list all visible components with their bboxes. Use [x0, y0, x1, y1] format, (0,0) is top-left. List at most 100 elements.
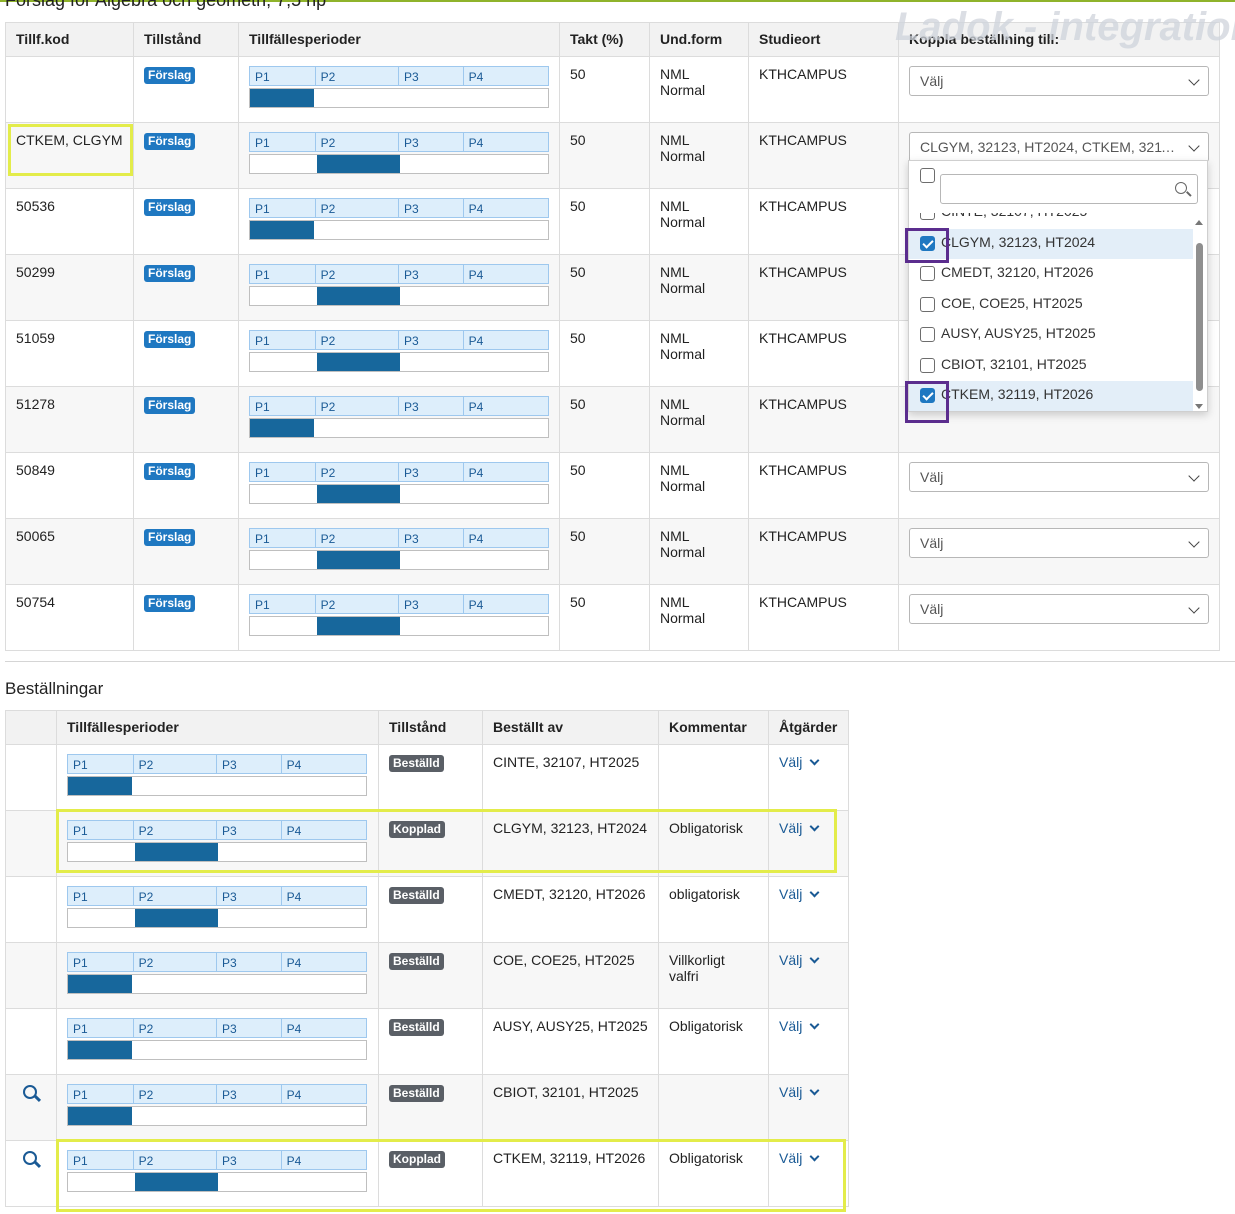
valj-label: Välj — [779, 820, 803, 836]
bestallt-av-cell: CINTE, 32107, HT2025 — [482, 744, 659, 811]
col-header-takt[interactable]: Takt (%) — [559, 22, 650, 57]
period-label-p2: P2 — [134, 1019, 217, 1037]
select-all-checkbox[interactable] — [920, 168, 935, 183]
valj-action-button[interactable]: Välj — [779, 952, 820, 968]
valj-label: Välj — [779, 1018, 803, 1034]
status-badge: Förslag — [144, 133, 196, 150]
periods-cell: P1 P2 P3 P4 — [56, 744, 379, 811]
period-bar — [249, 484, 549, 504]
periods-cell: P1 P2 P3 P4 — [56, 810, 379, 877]
dropdown-search-input[interactable] — [940, 174, 1198, 204]
period-label-p1: P1 — [250, 331, 316, 349]
option-label: CMEDT, 32120, HT2026 — [941, 264, 1094, 280]
koppla-select[interactable]: Välj — [909, 462, 1209, 492]
period-label-p4: P4 — [468, 268, 484, 282]
status-badge: Förslag — [144, 265, 196, 282]
status-cell: Förslag — [133, 254, 239, 321]
checkbox[interactable] — [920, 327, 935, 342]
valj-action-button[interactable]: Välj — [779, 820, 820, 836]
period-label-p4: P4 — [468, 136, 484, 150]
col-header-tillstand[interactable]: Tillstånd — [378, 710, 483, 745]
period-label-p4: P4 — [468, 202, 484, 216]
period-bar — [67, 776, 367, 796]
valj-action-button[interactable]: Välj — [779, 1018, 820, 1034]
period-bar — [67, 1106, 367, 1126]
valj-label: Välj — [779, 1150, 803, 1166]
period-label-p2: P2 — [134, 1085, 217, 1103]
dropdown-option[interactable]: AUSY, AUSY25, HT2025 — [909, 320, 1193, 351]
checkbox[interactable] — [920, 266, 935, 281]
checked-checkbox[interactable] — [920, 235, 935, 251]
checked-checkbox[interactable] — [920, 388, 935, 403]
dropdown-scrollbar[interactable] — [1193, 213, 1205, 411]
col-header-kommentar[interactable]: Kommentar — [658, 710, 769, 745]
koppla-dropdown-list[interactable]: CINTE, 32107, HT2025CLGYM, 32123, HT2024… — [909, 201, 1193, 411]
period-fill-p1 — [250, 221, 314, 239]
kommentar-cell: Obligatorisk — [658, 810, 769, 877]
bestallt-av-cell: CMEDT, 32120, HT2026 — [482, 876, 659, 943]
undform-cell: NML Normal — [649, 452, 749, 519]
period-label-p1: P1 — [250, 67, 316, 85]
col-header-tillf-kod[interactable]: Tillf.kod — [5, 22, 134, 57]
proposals-table: Tillf.kod Tillstånd Tillfällesperioder T… — [5, 22, 1220, 651]
col-header-tillfallesperioder[interactable]: Tillfällesperioder — [56, 710, 379, 745]
koppla-select-value: Välj — [920, 469, 944, 485]
valj-action-button[interactable]: Välj — [779, 1150, 820, 1166]
dropdown-option[interactable]: CTKEM, 32119, HT2026 — [909, 381, 1193, 411]
period-label-p1: P1 — [250, 133, 316, 151]
checkbox[interactable] — [920, 296, 935, 312]
search-icon[interactable] — [23, 1151, 41, 1169]
status-badge: Beställd — [389, 953, 444, 970]
status-cell: Beställd — [378, 1008, 483, 1075]
dropdown-option[interactable]: CBIOT, 32101, HT2025 — [909, 351, 1193, 382]
valj-label: Välj — [779, 754, 803, 770]
status-badge: Förslag — [144, 595, 196, 612]
periods-cell: P1 P2 P3 P4 — [238, 254, 560, 321]
status-badge: Förslag — [144, 463, 196, 480]
order-row: P1 P2 P3 P4 Beställd CINTE, 32107, HT2025 Välj — [5, 744, 849, 811]
period-header: P1 P2 P3 P4 — [67, 1084, 367, 1104]
period-label-p2: P2 — [316, 265, 399, 283]
periods-cell: P1 P2 P3 P4 — [238, 122, 560, 189]
koppla-select[interactable]: Välj — [909, 528, 1209, 558]
scroll-down-icon[interactable] — [1195, 404, 1203, 409]
valj-action-button[interactable]: Välj — [779, 886, 820, 902]
period-fill-p2 — [317, 551, 400, 569]
dropdown-option[interactable]: COE, COE25, HT2025 — [909, 290, 1193, 321]
koppla-select[interactable]: Välj — [909, 66, 1209, 96]
periods-cell: P1 P2 P3 P4 — [238, 188, 560, 255]
period-label-p2: P2 — [316, 463, 399, 481]
order-periods: P1 P2 P3 P4 — [67, 1084, 367, 1126]
proposal-periods: P1 P2 P3 P4 — [249, 330, 549, 372]
period-bar — [67, 908, 367, 928]
period-bar — [249, 352, 549, 372]
search-icon[interactable] — [23, 1085, 41, 1103]
valj-action-button[interactable]: Välj — [779, 754, 820, 770]
chevron-down-icon — [1188, 602, 1200, 614]
period-fill-p1 — [68, 975, 132, 993]
koppla-select[interactable]: CLGYM, 32123, HT2024, CTKEM, 32119, HT20… — [909, 132, 1209, 162]
kommentar-cell — [658, 744, 769, 811]
checkbox[interactable] — [920, 357, 935, 373]
koppla-select-value: Välj — [920, 535, 944, 551]
proposal-row: 51278 Förslag P1 P2 P3 P4 50 NML Normal KTHCAMPU… — [5, 386, 1220, 453]
period-label-p4: P4 — [468, 70, 484, 84]
period-bar — [67, 1172, 367, 1192]
status-badge: Förslag — [144, 397, 196, 414]
koppla-select[interactable]: Välj — [909, 594, 1209, 624]
scrollbar-thumb[interactable] — [1196, 243, 1203, 391]
col-header-studieort[interactable]: Studieort — [748, 22, 899, 57]
dropdown-option[interactable]: CMEDT, 32120, HT2026 — [909, 259, 1193, 290]
col-header-bestallt-av[interactable]: Beställt av — [482, 710, 659, 745]
col-header-undform[interactable]: Und.form — [649, 22, 749, 57]
col-header-tillfallesperioder[interactable]: Tillfällesperioder — [238, 22, 560, 57]
valj-action-button[interactable]: Välj — [779, 1084, 820, 1100]
dropdown-option[interactable]: CLGYM, 32123, HT2024 — [909, 228, 1193, 259]
period-fill-p2 — [135, 909, 218, 927]
col-header-tillstand[interactable]: Tillstånd — [133, 22, 239, 57]
period-fill-p1 — [68, 1041, 132, 1059]
status-badge: Beställd — [389, 1085, 444, 1102]
scroll-up-icon[interactable] — [1195, 220, 1203, 225]
period-label-p2: P2 — [316, 595, 399, 613]
option-label: AUSY, AUSY25, HT2025 — [941, 325, 1096, 341]
